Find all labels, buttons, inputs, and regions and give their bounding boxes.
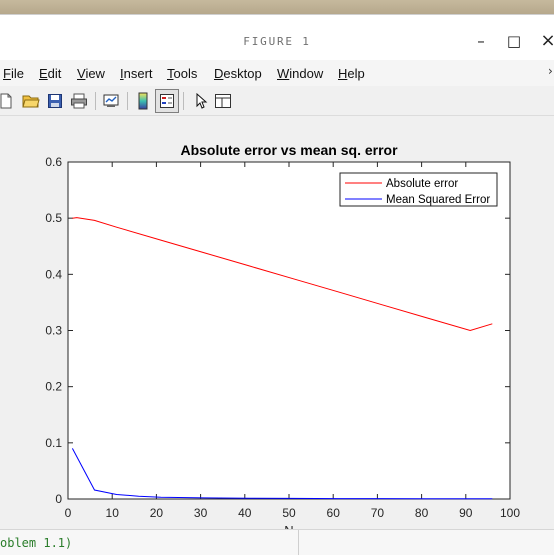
console-separator <box>298 530 299 555</box>
x-tick-label: 90 <box>459 506 473 520</box>
figure-window: FIGURE 1 – □ × File Edit View Insert Too… <box>0 14 554 529</box>
open-file-icon[interactable] <box>19 89 43 113</box>
close-button[interactable]: × <box>535 28 554 54</box>
x-tick-label: 10 <box>106 506 120 520</box>
maximize-icon: □ <box>506 31 522 50</box>
menu-bar: File Edit View Insert Tools Desktop Wind… <box>0 60 554 86</box>
legend-entry: Mean Squared Error <box>386 194 490 206</box>
minimize-icon: – <box>477 31 485 50</box>
command-window-strip: oblem 1.1) <box>0 529 554 555</box>
x-tick-label: 20 <box>150 506 164 520</box>
property-editor-icon[interactable] <box>211 89 235 113</box>
menu-tools[interactable]: Tools <box>167 66 198 81</box>
insert-legend-icon[interactable] <box>155 89 179 113</box>
toolbar-separator <box>127 92 128 110</box>
minimize-button[interactable]: – <box>468 28 494 54</box>
x-tick-label: 80 <box>415 506 429 520</box>
toolbar-separator <box>95 92 96 110</box>
close-icon: × <box>540 32 554 50</box>
legend-entry: Absolute error <box>386 178 458 190</box>
menu-insert[interactable]: Insert <box>120 66 153 81</box>
y-tick-label: 0.5 <box>45 211 62 225</box>
x-tick-label: 0 <box>65 506 72 520</box>
menu-desktop[interactable]: Desktop <box>214 66 262 81</box>
y-tick-label: 0.1 <box>45 436 62 450</box>
insert-colorbar-icon[interactable] <box>131 89 155 113</box>
series-line-1 <box>71 448 493 500</box>
x-axis-label: N <box>284 523 293 529</box>
window-title: FIGURE 1 <box>243 35 311 48</box>
toolbar <box>0 86 554 116</box>
x-tick-label: 60 <box>327 506 341 520</box>
menu-edit[interactable]: Edit <box>39 66 62 81</box>
save-icon[interactable] <box>43 89 67 113</box>
x-tick-label: 30 <box>194 506 208 520</box>
background-window-strip <box>0 0 554 14</box>
edit-plot-icon[interactable] <box>189 89 213 113</box>
title-bar[interactable]: FIGURE 1 – □ × <box>0 15 554 60</box>
chart-title: Absolute error vs mean sq. error <box>180 142 398 158</box>
menu-window[interactable]: Window <box>277 66 324 81</box>
maximize-button[interactable]: □ <box>501 28 527 54</box>
y-tick-label: 0 <box>55 492 62 506</box>
new-figure-icon[interactable] <box>0 89 18 113</box>
series-line-0 <box>72 217 493 332</box>
toolbar-separator <box>183 92 184 110</box>
plot-area <box>67 161 511 500</box>
chevron-icon[interactable]: › <box>548 64 553 78</box>
x-tick-label: 50 <box>282 506 296 520</box>
y-tick-label: 0.3 <box>45 324 62 338</box>
x-tick-label: 70 <box>371 506 385 520</box>
console-text: oblem 1.1) <box>0 536 73 550</box>
y-tick-label: 0.6 <box>45 155 62 169</box>
menu-file[interactable]: File <box>3 66 24 81</box>
menu-view[interactable]: View <box>77 66 105 81</box>
x-tick-label: 40 <box>238 506 252 520</box>
print-icon[interactable] <box>67 89 91 113</box>
legend-box <box>339 172 498 207</box>
y-tick-label: 0.2 <box>45 380 62 394</box>
y-tick-label: 0.4 <box>45 267 62 281</box>
link-plot-icon[interactable] <box>99 89 123 113</box>
chart-svg[interactable]: Absolute error vs mean sq. error 0 10 20 30 4… <box>0 116 554 529</box>
figure-canvas: Absolute error vs mean sq. error 0 10 20 30 4… <box>0 116 554 529</box>
menu-help[interactable]: Help <box>338 66 365 81</box>
x-tick-label: 100 <box>500 506 520 520</box>
